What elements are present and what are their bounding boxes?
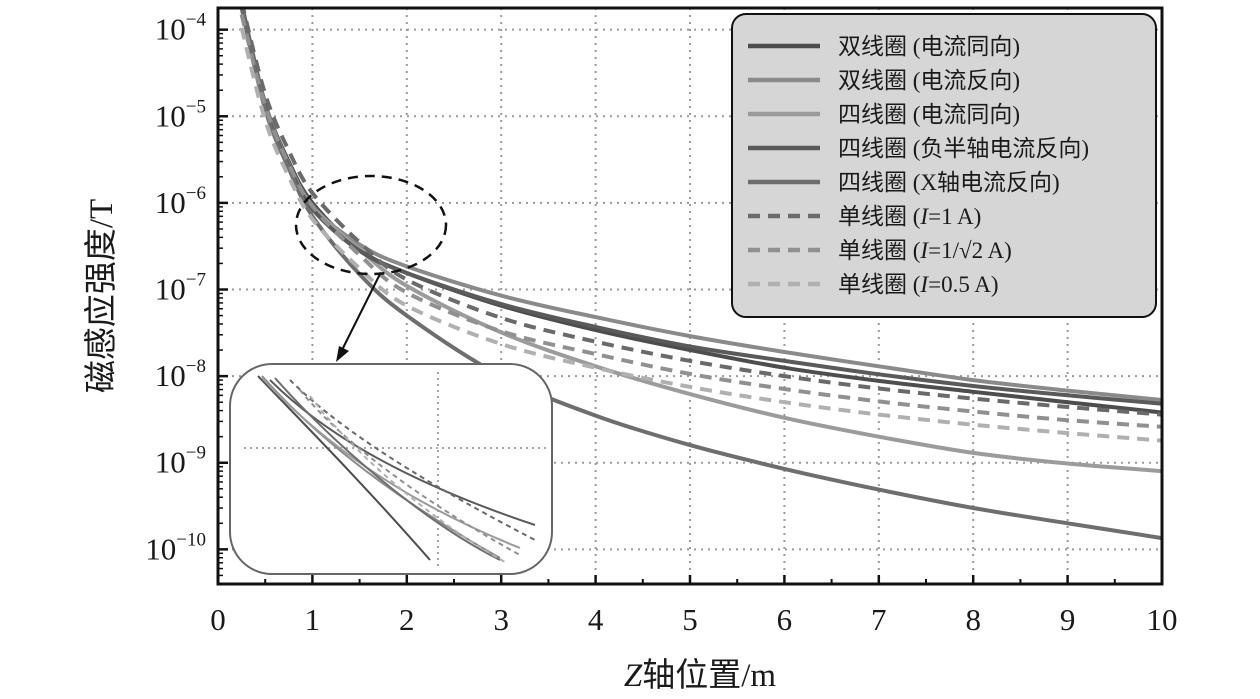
inset-lines: [257, 375, 536, 563]
inset-line-6: [289, 379, 536, 541]
inset: [229, 363, 553, 575]
legend: 双线圈 (电流同向) 双线圈 (电流反向) 四线圈 (电流同向) 四线圈 (负半轴电流…: [731, 13, 1157, 318]
x-tick-label: 4: [588, 602, 604, 637]
x-tick-label: 5: [682, 602, 698, 637]
legend-label: 双线圈 (电流反向): [838, 68, 1020, 93]
x-tick-label: 1: [305, 602, 321, 637]
x-tick-label: 10: [1147, 602, 1178, 637]
y-axis-label: 磁感应强度/T: [83, 199, 120, 393]
legend-label: 双线圈 (电流同向): [838, 34, 1020, 59]
y-tick-label: 10−5: [155, 96, 206, 133]
y-tick-label: 10−10: [145, 529, 206, 566]
legend-label: 单线圈 (I=1/√2 A): [838, 238, 1012, 263]
legend-label: 四线圈 (负半轴电流反向): [838, 136, 1089, 161]
ticks: [216, 28, 1164, 585]
x-tick-label: 6: [777, 602, 793, 637]
x-tick-label: 0: [210, 602, 226, 637]
x-tick-label: 2: [399, 602, 415, 637]
legend-box: [731, 13, 1157, 318]
zoom-ellipse: [294, 174, 448, 276]
y-tick-label: 10−7: [155, 270, 206, 307]
x-tick-label: 3: [493, 602, 509, 637]
y-tick-label: 10−6: [155, 183, 206, 220]
series-layer: [239, 8, 1162, 541]
legend-label: 四线圈 (X轴电流反向): [838, 170, 1060, 195]
legend-label: 单线圈 (I=0.5 A): [838, 272, 999, 297]
x-axis-label: Z轴位置/m: [624, 657, 777, 694]
inset-line-5: [274, 377, 501, 561]
inset-line-7: [299, 389, 521, 556]
series-line-7: [239, 13, 1162, 429]
x-tick-label: 8: [965, 602, 981, 637]
y-tick-label: 10−4: [155, 10, 207, 47]
inset-line-1: [257, 375, 431, 561]
tick-labels: 0 1 2 3 4 5 6 7 8 9 10 10−4 10−5 10−6 10−7 10−8 10−9 10−1…: [145, 10, 1177, 637]
series-line-5: [239, 8, 1162, 541]
zoom-arrow: [341, 273, 381, 351]
inset-line-4: [269, 379, 536, 526]
legend-label: 四线圈 (电流同向): [838, 102, 1020, 127]
zoom-arrowhead: [336, 346, 349, 362]
inset-line-8: [309, 395, 506, 563]
x-tick-label: 7: [871, 602, 887, 637]
series-line-8: [239, 27, 1162, 443]
y-tick-label: 10−8: [155, 356, 206, 393]
x-tick-label: 9: [1060, 602, 1076, 637]
legend-label: 单线圈 (I=1 A): [838, 204, 981, 229]
series-line-6: [241, 8, 1162, 417]
y-tick-label: 10−9: [155, 443, 206, 480]
